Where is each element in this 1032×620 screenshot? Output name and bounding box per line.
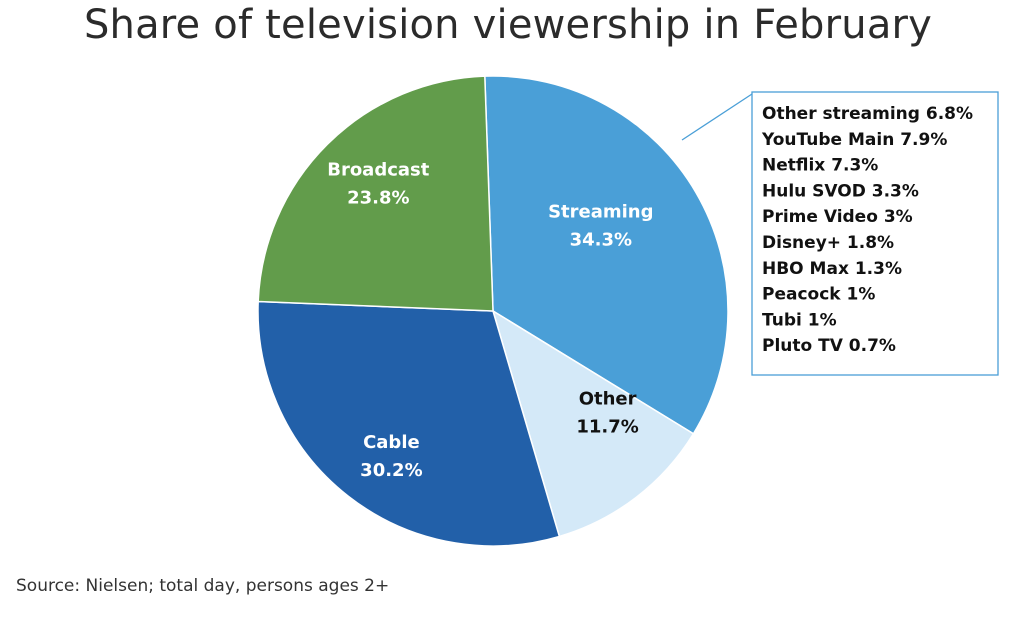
pie-slice-broadcast <box>257 75 494 312</box>
slice-label-cable: Cable <box>363 432 420 453</box>
slice-label-other: Other <box>579 389 637 410</box>
breakdown-item-peacock: Peacock 1% <box>762 285 875 305</box>
pie-slices <box>257 75 729 547</box>
chart-title: Share of television viewership in Februa… <box>83 2 933 48</box>
slice-label-streaming: Streaming <box>548 202 653 223</box>
breakdown-item-disney: Disney+ 1.8% <box>762 233 894 253</box>
slice-value-streaming: 34.3% <box>570 230 632 251</box>
slice-value-broadcast: 23.8% <box>347 188 409 209</box>
breakdown-item-tubi: Tubi 1% <box>762 310 837 330</box>
breakdown-item-other-streaming: Other streaming 6.8% <box>762 104 973 124</box>
pie-slice-labels: Streaming 34.3% Other 11.7% Cable 30.2% Broadc… <box>327 160 653 481</box>
pie-slice-cable <box>257 300 561 547</box>
breakdown-item-hulu-svod: Hulu SVOD 3.3% <box>762 181 919 201</box>
breakdown-item-pluto-tv: Pluto TV 0.7% <box>762 336 896 356</box>
callout-box <box>751 91 999 376</box>
slice-value-other: 11.7% <box>576 417 638 438</box>
streaming-callout: Other streaming 6.8% YouTube Main 7.9% Net… <box>681 91 999 376</box>
breakdown-item-prime-video: Prime Video 3% <box>762 207 913 227</box>
breakdown-item-netflix: Netflix 7.3% <box>762 156 878 176</box>
breakdown-item-youtube-main: YouTube Main 7.9% <box>761 130 947 150</box>
slice-label-broadcast: Broadcast <box>327 160 430 181</box>
pie-slice-streaming <box>484 75 729 435</box>
callout-leader-line <box>681 93 753 141</box>
source-note: Source: Nielsen; total day, persons ages… <box>16 576 390 596</box>
slice-value-cable: 30.2% <box>360 460 422 481</box>
breakdown-item-hbo-max: HBO Max 1.3% <box>762 259 902 279</box>
